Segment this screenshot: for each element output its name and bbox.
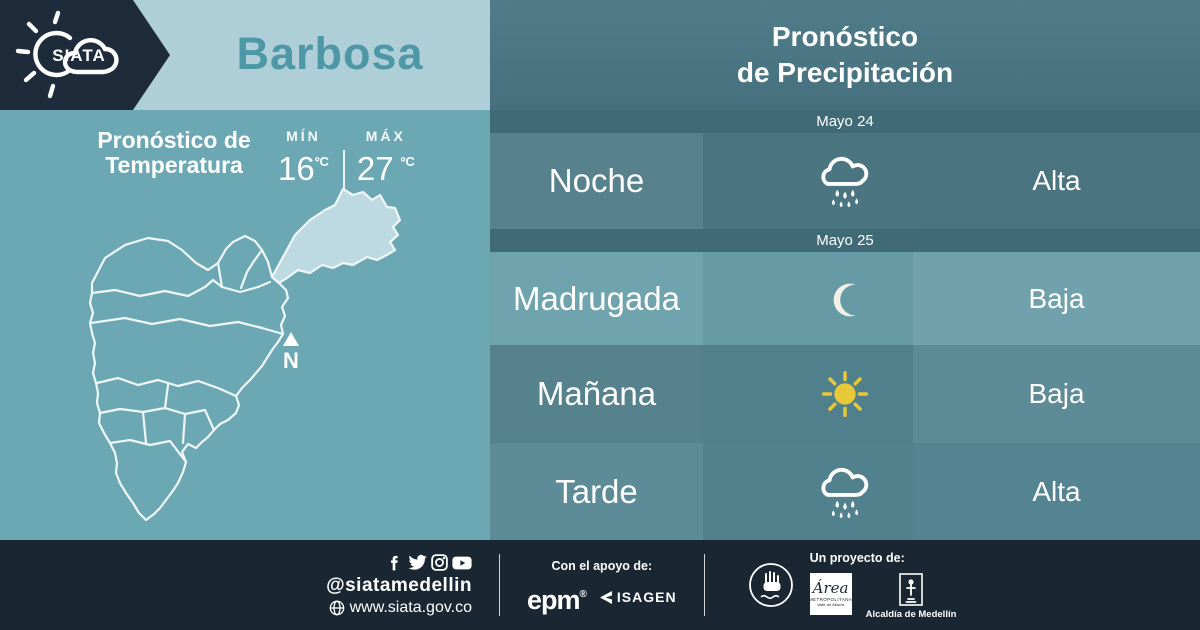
- max-value: 27: [356, 150, 394, 187]
- period-icon-cell: [703, 252, 913, 345]
- period-icon-cell: [703, 345, 913, 443]
- north-label: N: [283, 348, 299, 373]
- footer-divider: [703, 554, 705, 616]
- alcaldia-text: Alcaldía de Medellín: [865, 608, 957, 620]
- website-url[interactable]: www.siata.gov.co: [349, 598, 472, 616]
- temperature-min: MÍN 16ºC: [278, 128, 329, 185]
- youtube-icon[interactable]: [452, 555, 472, 571]
- precipitation-panel: Pronóstico de Precipitación Mayo 24 Noch…: [490, 0, 1200, 540]
- period-icon-cell: [703, 133, 913, 229]
- isagen-text: ISAGEN: [616, 589, 677, 605]
- support-label: Con el apoyo de:: [551, 558, 653, 573]
- map-border-bello: [89, 316, 285, 336]
- globe-icon: [329, 600, 344, 615]
- period-icon-cell: [703, 443, 913, 540]
- precipitation-title-line2: de Precipitación: [736, 57, 954, 88]
- level-value: Alta: [913, 443, 1200, 540]
- siata-logo-text: SIATA: [52, 46, 105, 65]
- region-map: N: [88, 187, 402, 522]
- left-header-band: SIATA Barbosa: [0, 0, 490, 110]
- social-block: @siatamedellin www.siata.gov.co: [326, 554, 472, 617]
- project-label: Un proyecto de:: [809, 550, 905, 565]
- period-label: Noche: [490, 133, 703, 229]
- twitter-icon[interactable]: [408, 554, 427, 571]
- temperature-title: Pronóstico de Temperatura: [97, 127, 251, 178]
- alcaldia-emblem-icon: [899, 572, 923, 606]
- forecast-row-noche: Noche Alta: [490, 133, 1200, 229]
- isagen-mark-icon: [599, 590, 612, 604]
- circular-seal-logo: [748, 563, 793, 607]
- min-value: 16: [278, 150, 315, 187]
- date-strip-mayo25: Mayo 25: [490, 229, 1200, 252]
- rain-cloud-icon: [821, 467, 869, 518]
- footer-divider: [499, 554, 500, 616]
- forecast-row-madrugada: Madrugada Baja: [490, 252, 1200, 345]
- sun-icon: [821, 370, 869, 418]
- support-logos: epm® ISAGEN: [527, 583, 677, 615]
- map-border-medellin: [95, 376, 238, 398]
- municipality-title: Barbosa: [236, 28, 424, 79]
- north-arrow-icon: N: [283, 332, 299, 373]
- temperature-divider: [342, 150, 345, 190]
- instagram-icon[interactable]: [431, 554, 448, 571]
- isagen-logo: ISAGEN: [599, 589, 677, 605]
- map-cluster-outline: [88, 234, 290, 522]
- max-label: MÁX: [365, 128, 406, 144]
- precipitation-title-line1: Pronóstico: [771, 21, 919, 52]
- min-unit: ºC: [314, 154, 329, 169]
- left-panel: SIATA Barbosa: [0, 0, 490, 540]
- project-logos: Área METROPOLITANA Valle de Aburrá Alcal…: [809, 572, 957, 620]
- precipitation-header: Pronóstico de Precipitación: [490, 0, 1200, 110]
- period-label: Tarde: [490, 443, 703, 540]
- map-panel: N Pronóstico de Temperatura MÍN 16ºC MÁX…: [0, 110, 490, 540]
- rain-cloud-icon: [821, 156, 869, 208]
- alcaldia-medellin-logo: Alcaldía de Medellín: [865, 572, 957, 620]
- forecast-row-tarde: Tarde Alta: [490, 443, 1200, 540]
- period-label: Madrugada: [490, 252, 703, 345]
- forecast-row-manana: Mañana Baja: [490, 345, 1200, 443]
- level-value: Baja: [913, 252, 1200, 345]
- moon-icon: [833, 283, 856, 316]
- footer-bar: @siatamedellin www.siata.gov.co Con el a…: [0, 540, 1200, 630]
- area-metropolitana-logo: Área METROPOLITANA Valle de Aburrá: [809, 572, 852, 615]
- support-block: Con el apoyo de: epm® ISAGEN: [527, 558, 677, 615]
- project-block: Un proyecto de: Área METROPOLITANA Valle…: [809, 550, 957, 620]
- siata-logo-badge: SIATA: [0, 0, 170, 110]
- min-label: MÍN: [286, 128, 321, 144]
- temperature-max: MÁX 27 ºC: [357, 128, 415, 185]
- map-border-caldas: [108, 438, 188, 464]
- level-value: Alta: [913, 133, 1200, 229]
- social-handle[interactable]: @siatamedellin: [326, 574, 472, 596]
- temperature-forecast: Pronóstico de Temperatura MÍN 16ºC MÁX 2…: [88, 128, 415, 190]
- period-label: Mañana: [490, 345, 703, 443]
- website-row: www.siata.gov.co: [329, 599, 472, 617]
- social-icons-row: [388, 554, 472, 572]
- facebook-icon[interactable]: [388, 555, 404, 571]
- map-border-north: [90, 278, 272, 298]
- level-value: Baja: [913, 345, 1200, 443]
- map-region-barbosa-highlight: [270, 187, 402, 285]
- date-strip-mayo24: Mayo 24: [490, 110, 1200, 133]
- epm-logo: epm®: [527, 584, 587, 615]
- siata-sun-cloud-icon: [15, 10, 119, 99]
- max-unit: ºC: [400, 154, 415, 169]
